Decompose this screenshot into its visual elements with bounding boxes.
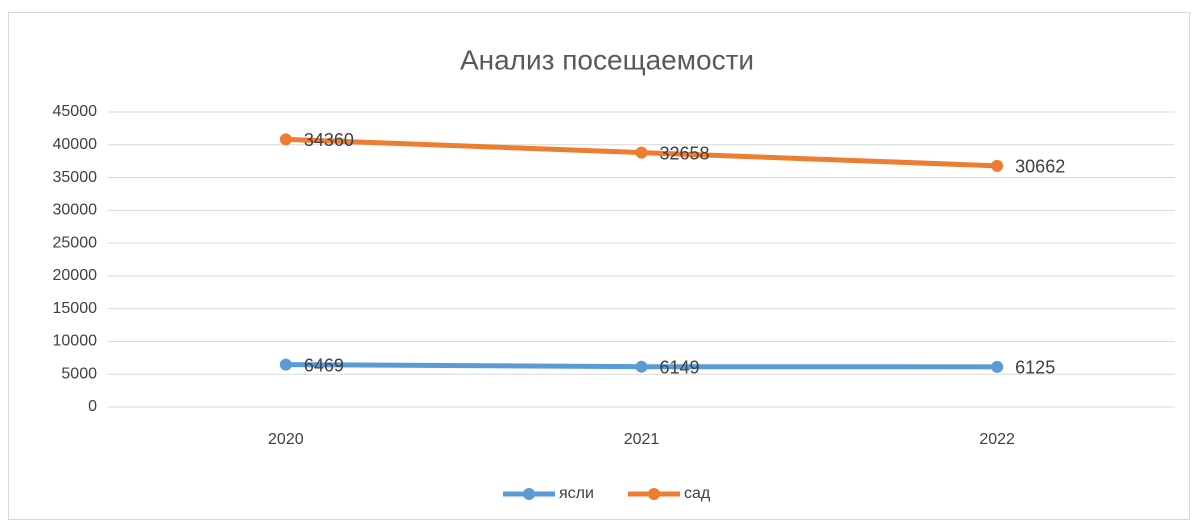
legend-marker [523, 488, 535, 500]
y-tick-label: 10000 [53, 333, 98, 350]
chart-border [8, 12, 1190, 520]
y-tick-label: 30000 [53, 202, 98, 219]
y-tick-label: 45000 [53, 103, 98, 120]
data-label: 6149 [660, 357, 700, 377]
point [279, 133, 292, 146]
y-tick-label: 25000 [53, 234, 98, 251]
point [991, 159, 1004, 172]
y-tick-label: 5000 [61, 365, 97, 382]
legend-marker [647, 488, 660, 500]
data-label: 32658 [660, 143, 710, 163]
y-tick-label: 35000 [53, 169, 98, 186]
y-tick-label: 40000 [53, 136, 98, 153]
data-label: 6469 [304, 355, 344, 375]
chart-title: Анализ посещаемости [460, 44, 754, 75]
legend-label: ясли [559, 485, 594, 502]
y-tick-label: 0 [88, 398, 97, 415]
data-label: 30662 [1015, 157, 1065, 177]
y-tick-label: 20000 [53, 267, 98, 284]
point [635, 360, 648, 373]
point [279, 358, 292, 371]
x-tick-label: 2020 [268, 431, 304, 448]
point [635, 146, 648, 159]
x-tick-label: 2021 [624, 431, 660, 448]
legend-label: сад [684, 485, 711, 502]
point [991, 360, 1004, 373]
x-tick-label: 2022 [979, 431, 1015, 448]
y-tick-label: 15000 [53, 300, 98, 317]
data-label: 6125 [1015, 358, 1055, 378]
data-label: 34360 [304, 130, 354, 150]
